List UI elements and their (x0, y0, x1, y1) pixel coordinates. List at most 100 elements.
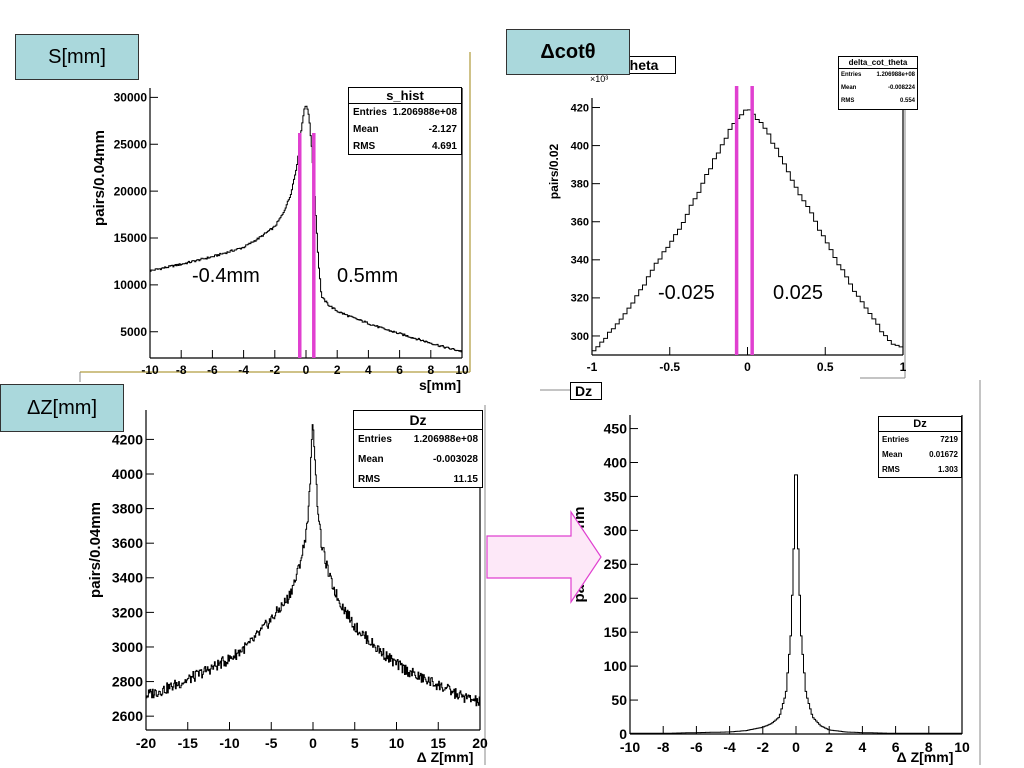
y-tick-label: 3800 (112, 500, 143, 516)
y-tick-label: 15000 (114, 231, 148, 245)
stats-label: Mean (353, 124, 379, 135)
stats-value: 11.15 (453, 474, 478, 485)
stats-value: 1.206988e+08 (413, 434, 478, 445)
y-tick-label: 320 (571, 293, 589, 305)
exponent-label: ×10³ (590, 74, 608, 84)
stats-label: Mean (882, 450, 903, 459)
histogram-series-line (150, 105, 462, 353)
stats-value: -2.127 (428, 124, 457, 135)
x-tick-label: -5 (265, 735, 278, 751)
x-tick-label: 1 (900, 360, 907, 374)
x-tick-label: -10 (141, 363, 159, 377)
y-axis-label: pairs/0.02 (547, 143, 561, 199)
y-tick-label: 380 (571, 179, 589, 191)
x-tick-label: -4 (238, 363, 249, 377)
y-tick-label: 2600 (112, 708, 143, 724)
x-tick-label: -20 (136, 735, 156, 751)
x-tick-label: 0 (309, 735, 317, 751)
x-tick-label: 4 (859, 739, 867, 755)
stats-value: 1.206988e+08 (392, 107, 457, 118)
x-axis-label: Δ Z[mm] (417, 749, 474, 765)
y-tick-label: 30000 (114, 91, 148, 105)
x-tick-label: -6 (207, 363, 218, 377)
stats-label: RMS (358, 474, 381, 485)
x-tick-label: 10 (389, 735, 405, 751)
x-tick-label: -2 (757, 739, 770, 755)
y-tick-label: 420 (571, 102, 589, 114)
y-tick-label: 5000 (120, 325, 147, 339)
y-tick-label: 100 (604, 658, 628, 674)
dz-tab-label: Dz (570, 382, 602, 400)
histogram-series-line (146, 424, 480, 707)
stats-box-delta-cot-theta: delta_cot_theta Entries 1.206988e+08 Mean… (838, 56, 918, 110)
x-tick-label: -8 (176, 363, 187, 377)
y-axis-label: pairs/0.04mm (91, 130, 108, 226)
x-tick-label: 6 (396, 363, 403, 377)
x-tick-label: 10 (954, 739, 970, 755)
x-tick-label: 8 (925, 739, 933, 755)
cut-annotation-left: -0.4mm (192, 265, 260, 287)
y-tick-label: 2800 (112, 673, 143, 689)
y-tick-label: 340 (571, 255, 589, 267)
s-mm-tag: S[mm] (15, 34, 139, 80)
y-tick-label: 300 (571, 331, 589, 343)
y-tick-label: 25000 (114, 137, 148, 151)
y-axis-label: pairs/0.04mm (87, 502, 104, 598)
stats-label: Mean (841, 85, 857, 91)
dz-mm-tag: ΔZ[mm] (0, 384, 124, 432)
x-axis-label: Δ Z[mm] (897, 749, 954, 765)
x-tick-label: -10 (219, 735, 239, 751)
x-tick-label: 0 (303, 363, 310, 377)
y-tick-label: 3200 (112, 604, 143, 620)
stats-value: 1.303 (937, 465, 958, 474)
x-tick-label: 20 (472, 735, 488, 751)
stats-value: -0.008224 (887, 85, 915, 91)
x-tick-label: -4 (723, 739, 736, 755)
stats-label: Mean (358, 454, 384, 465)
stats-label: Entries (358, 434, 392, 445)
x-tick-label: 0.5 (817, 360, 834, 374)
y-tick-label: 400 (571, 140, 589, 152)
delta-cot-theta-plot: -1 -0.5 0 0.5 1 300 320 340 360 380 400 420 pairs/0.… (547, 74, 907, 374)
x-tick-label: 15 (430, 735, 446, 751)
y-tick-label: 350 (604, 488, 628, 504)
stats-title: s_hist (349, 88, 461, 104)
x-tick-label: 4 (365, 363, 372, 377)
stats-value: 0.01672 (929, 450, 958, 459)
stats-label: RMS (353, 141, 376, 152)
x-tick-label: 2 (334, 363, 341, 377)
stats-value: 1.206988e+08 (876, 72, 915, 78)
arrow-right-icon (486, 510, 602, 604)
x-tick-label: -1 (587, 360, 598, 374)
y-tick-label: 3400 (112, 570, 143, 586)
x-tick-label: 6 (892, 739, 900, 755)
x-tick-label: 0 (792, 739, 800, 755)
stats-box-dz-selected: Dz Entries 7219 Mean 0.01672 RMS 1.303 (878, 416, 962, 478)
stats-value: -0.003028 (432, 454, 478, 465)
y-tick-label: 20000 (114, 184, 148, 198)
x-axis-label: s[mm] (419, 377, 461, 393)
stats-title: Dz (354, 411, 482, 430)
stats-value: 7219 (940, 435, 958, 444)
cut-annotation-right: 0.5mm (337, 265, 399, 287)
y-tick-label: 4000 (112, 466, 143, 482)
theta-tab-label: theta (620, 56, 676, 74)
s-hist-plot: -10 -8 -6 -4 -2 0 2 4 6 8 10 5000 10000 15000 20000 250… (91, 88, 469, 393)
y-tick-label: 4200 (112, 431, 143, 447)
x-tick-label: -2 (269, 363, 280, 377)
dz-plot-selected: -10 -8 -6 -4 -2 0 2 4 6 8 100501001502002503003504… (571, 415, 970, 765)
stats-value: 4.691 (431, 141, 457, 152)
y-tick-label: 0 (619, 726, 627, 742)
x-tick-label: -8 (657, 739, 670, 755)
cut-annotation-left: -0.025 (658, 282, 715, 304)
x-tick-label: -6 (690, 739, 703, 755)
stats-label: Entries (882, 435, 910, 444)
y-tick-label: 3600 (112, 535, 143, 551)
y-tick-label: 250 (604, 556, 628, 572)
y-tick-label: 10000 (114, 278, 148, 292)
dz-plot-full: -20 -15 -10 -5 0 5 10 15 20 2600 2800 3000 3200 3400 3… (87, 410, 488, 765)
stats-title: Dz (879, 417, 961, 432)
x-tick-label: -10 (620, 739, 640, 755)
x-tick-label: 5 (351, 735, 359, 751)
